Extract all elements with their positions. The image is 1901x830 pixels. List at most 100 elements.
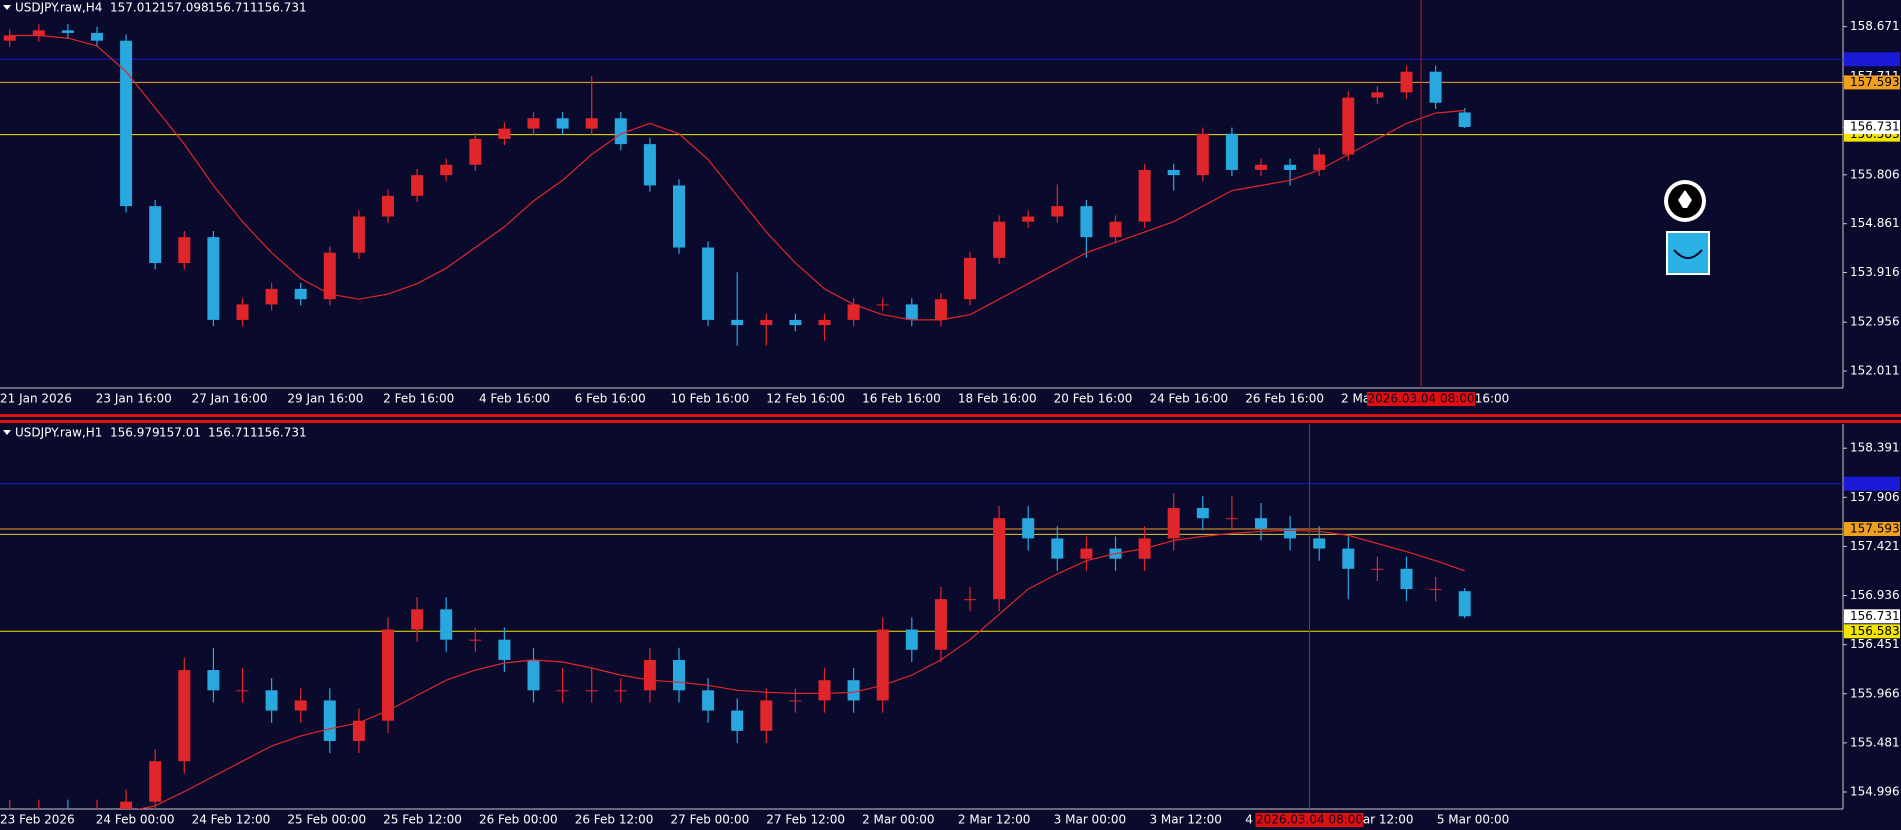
window-separator [0, 420, 1901, 423]
candle-body [120, 801, 133, 809]
candle-body [964, 257, 976, 300]
candle-body [1284, 528, 1297, 539]
x-tick-label: 6 Feb 16:00 [575, 392, 646, 406]
candle-body [1080, 548, 1093, 559]
candle-body [702, 690, 715, 711]
candle-body [789, 700, 802, 702]
level-tag [1844, 75, 1900, 90]
candle-body [265, 690, 278, 711]
y-tick-label: 156.936 [1850, 588, 1900, 602]
candle-body [1458, 112, 1471, 127]
candle-body [673, 185, 685, 248]
x-tick-label: 23 Feb 2026 [0, 813, 75, 827]
candle-body [411, 175, 424, 196]
smile-tool-glyph [1673, 249, 1703, 259]
x-tick-label: 3 Mar 12:00 [1149, 813, 1222, 827]
candle-body [1051, 206, 1064, 217]
candle-body [934, 299, 947, 320]
candle-body [964, 599, 976, 601]
x-tick-label: 29 Jan 16:00 [287, 392, 363, 406]
candle-body [585, 118, 598, 129]
candle-body [527, 659, 540, 691]
ohlc-value: 156.979 [110, 426, 160, 440]
ohlc-value: 156.711 [208, 426, 258, 440]
chart-tools[interactable] [1664, 180, 1710, 275]
candle-body [1138, 169, 1151, 222]
candle-body [1342, 97, 1355, 155]
candle-body [905, 629, 918, 650]
candle-body [352, 216, 365, 253]
candle-body [352, 720, 365, 741]
x-tick-label: 2 Mar 00:00 [862, 813, 935, 827]
window-separator [0, 414, 1901, 417]
candle-body [1255, 164, 1267, 170]
x-tick-label: 2 Mar 12:00 [958, 813, 1031, 827]
candle-body [876, 629, 889, 701]
y-tick-label: 152.956 [1850, 315, 1900, 329]
candle-body [498, 639, 511, 660]
candle-body [1080, 206, 1093, 238]
candle-body [673, 659, 685, 691]
x-tick-label: 21 Jan 2026 [0, 392, 72, 406]
x-tick-label: 26 Feb 00:00 [479, 813, 558, 827]
candle-body [731, 319, 744, 326]
crosshair-tag [1367, 392, 1476, 406]
plot-area [0, 0, 1843, 388]
candle-body [1225, 133, 1238, 170]
candle-body [643, 659, 656, 691]
candle-body [1429, 589, 1442, 591]
price-tag-label: 156.731 [1850, 119, 1900, 133]
x-tick-label: 25 Feb 12:00 [383, 813, 462, 827]
x-tick-label: 25 Feb 00:00 [287, 813, 366, 827]
crosshair-tag-label: 2026.03.04 08:00 [1256, 813, 1363, 827]
y-tick-label: 154.861 [1850, 216, 1900, 230]
candle-body [905, 304, 918, 320]
level-tag [1844, 52, 1900, 67]
level-tag [1844, 522, 1900, 537]
candle-body [1022, 216, 1035, 222]
candle-body [1400, 568, 1413, 590]
candle-body [1022, 518, 1035, 539]
candle-body [876, 304, 889, 306]
candle-body [149, 761, 162, 802]
candle-body [1429, 71, 1442, 103]
candle-body [585, 690, 598, 692]
x-tick-label: 24 Feb 12:00 [192, 813, 271, 827]
candle-body [760, 319, 773, 326]
candle-body [207, 237, 220, 320]
candle-body [1400, 71, 1413, 93]
candle-body [323, 252, 336, 300]
candle-body [120, 40, 133, 207]
level-tag-label: 156.583 [1850, 624, 1900, 638]
candle-body [469, 639, 482, 641]
candle-body [382, 629, 394, 721]
candle-body [818, 680, 831, 701]
candle-body [993, 518, 1006, 600]
candle-body [207, 670, 220, 691]
collapse-triangle [3, 430, 11, 435]
x-tick-label: 5 Mar 00:00 [1437, 813, 1510, 827]
candle-body [1255, 518, 1267, 529]
candle-body [1051, 538, 1064, 559]
level-tag [1844, 624, 1900, 639]
candle-body [440, 609, 453, 640]
y-tick-label: 154.996 [1850, 784, 1900, 798]
candle-body [1167, 169, 1180, 176]
candle-body [614, 690, 627, 692]
x-tick-label: 26 Feb 16:00 [1245, 392, 1324, 406]
candle-body [702, 247, 715, 320]
smile-tool-icon[interactable] [1666, 231, 1710, 275]
candle-body [556, 690, 569, 692]
candle-body [411, 609, 424, 630]
candle-body [731, 710, 744, 731]
candle-body [32, 30, 45, 36]
y-tick-label: 158.391 [1850, 441, 1900, 455]
price-tag [1844, 119, 1900, 134]
y-tick-label: 153.916 [1850, 265, 1900, 279]
candle-body [847, 680, 860, 701]
y-tick-label: 152.011 [1850, 364, 1900, 378]
candle-body [847, 304, 860, 320]
candle-body [934, 599, 947, 650]
candle-body [1342, 548, 1355, 569]
